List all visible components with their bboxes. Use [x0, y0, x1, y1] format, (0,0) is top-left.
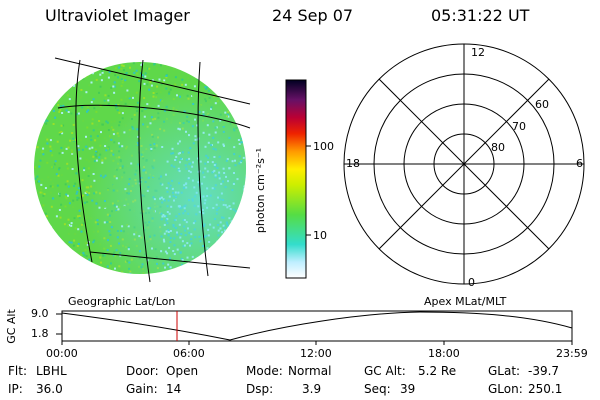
longitude-line	[197, 61, 209, 277]
instrument-title: Ultraviolet Imager	[45, 6, 190, 25]
status-door-value: Open	[166, 364, 199, 378]
earth-disk	[34, 62, 246, 274]
colorbar-unit-label: photon cm⁻²s⁻¹	[254, 147, 268, 234]
status-glon-label: GLon:	[488, 382, 523, 396]
altitude-ylabel: GC Alt	[4, 309, 18, 344]
time-tick-1200: 12:00	[300, 347, 332, 360]
colorbar-tick-100: 100	[313, 140, 334, 153]
time-tick-1800: 18:00	[428, 347, 460, 360]
latitude-line	[89, 251, 251, 269]
status-seq-value: 39	[400, 382, 416, 396]
longitude-line	[75, 59, 93, 263]
altitude-plot	[56, 310, 573, 345]
status-glat-value: -39.7	[528, 364, 560, 378]
altitude-ytick-low: 1.8	[31, 327, 49, 340]
latitude-line	[54, 57, 251, 105]
polar-diagonal	[378, 78, 550, 250]
lat-label-60: 60	[535, 98, 549, 111]
apex-projection-label: Apex MLat/MLT	[424, 295, 507, 308]
mlt-label-noon: 12	[471, 46, 485, 59]
time-label: 05:31:22 UT	[431, 6, 530, 25]
colorbar-tick-10: 10	[313, 229, 327, 242]
altitude-ytick-high: 9.0	[31, 307, 49, 320]
lat-label-70: 70	[512, 120, 526, 133]
lat-label-80: 80	[491, 141, 505, 154]
status-glon-value: 250.1	[528, 382, 563, 396]
time-tick-2359: 23:59	[556, 347, 588, 360]
altitude-curve	[61, 311, 573, 341]
polar-plot	[343, 43, 585, 285]
mlt-label-dawn: 6	[576, 157, 583, 170]
status-gcalt-label: GC Alt:	[364, 364, 406, 378]
geographic-projection-label: Geographic Lat/Lon	[68, 295, 176, 308]
date-label: 24 Sep 07	[272, 6, 354, 25]
status-seq-label: Seq:	[364, 382, 391, 396]
longitude-line	[138, 59, 151, 283]
status-gain-label: Gain:	[126, 382, 158, 396]
status-gain-value: 14	[166, 382, 182, 396]
colorbar	[285, 79, 311, 279]
mlt-label-midnight: 0	[468, 276, 475, 289]
status-mode-label: Mode:	[246, 364, 283, 378]
status-mode-value: Normal	[288, 364, 332, 378]
time-tick-0600: 06:00	[173, 347, 205, 360]
status-glat-label: GLat:	[488, 364, 521, 378]
status-gcalt-value: 5.2 Re	[418, 364, 457, 378]
status-ip-value: 36.0	[36, 382, 63, 396]
mlt-label-dusk: 18	[346, 157, 360, 170]
status-dsp-label: Dsp:	[246, 382, 274, 396]
status-dsp-value: 3.9	[302, 382, 322, 396]
time-tick-0000: 00:00	[46, 347, 78, 360]
geographic-grid	[54, 57, 251, 283]
status-flt-label: Flt:	[8, 364, 27, 378]
status-door-label: Door:	[126, 364, 159, 378]
status-flt-value: LBHL	[36, 364, 67, 378]
status-ip-label: IP:	[8, 382, 23, 396]
